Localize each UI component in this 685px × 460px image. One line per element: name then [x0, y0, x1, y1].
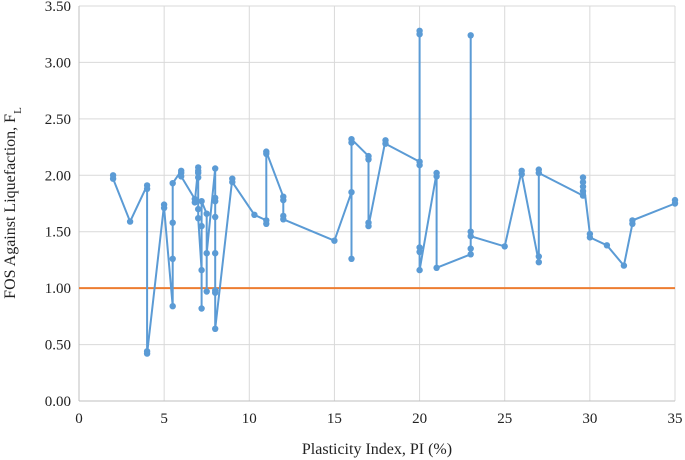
data-point [212, 198, 219, 205]
data-point [251, 211, 258, 218]
y-axis-label: FOS Against Liquefaction, FL [2, 107, 24, 299]
data-point [467, 251, 474, 258]
data-point [467, 245, 474, 252]
x-tick-label: 35 [668, 411, 683, 427]
x-tick-label: 15 [327, 411, 342, 427]
data-point [109, 175, 117, 182]
y-tick-label: 1.50 [45, 225, 71, 241]
data-point [198, 305, 205, 312]
tick-labels: 0.00 0.50 1.00 1.50 2.00 2.50 3.00 3.50 0 5 10 15 20… [45, 0, 683, 427]
data-point [416, 31, 423, 38]
data-point [501, 243, 508, 250]
data-point [416, 161, 423, 169]
x-axis-label: Plasticity Index, PI (%) [302, 441, 452, 458]
data-point [416, 244, 423, 251]
data-point [203, 210, 210, 217]
data-point [416, 248, 423, 256]
x-tick-label: 20 [412, 411, 427, 427]
data-point [191, 199, 198, 206]
y-tick-label: 2.00 [45, 168, 71, 184]
data-point [263, 148, 270, 155]
data-point [195, 215, 202, 222]
data-point [579, 178, 587, 186]
data-point [535, 259, 542, 266]
data-point [586, 234, 594, 241]
data-point [535, 169, 542, 177]
data-point [160, 204, 168, 212]
y-tick-label: 3.00 [45, 55, 71, 71]
x-tick-label: 10 [242, 411, 257, 427]
data-point [579, 187, 587, 195]
data-point [198, 266, 205, 274]
data-point [143, 350, 151, 357]
data-point [535, 253, 542, 260]
data-point [169, 180, 176, 187]
data-point [198, 198, 205, 205]
y-tick-label: 0.50 [45, 338, 71, 354]
data-point [280, 196, 287, 204]
data-point [433, 264, 440, 271]
data-point [467, 228, 474, 235]
y-tick-label: 1.00 [45, 281, 71, 297]
data-point [416, 266, 423, 274]
data-point [382, 140, 389, 147]
data-point [348, 255, 355, 262]
x-tick-label: 30 [582, 411, 597, 427]
data-point [579, 183, 587, 190]
data-point [212, 165, 219, 172]
data-point [198, 222, 205, 230]
data-point [203, 288, 210, 295]
y-tick-label: 2.50 [45, 112, 71, 128]
data-point [365, 222, 372, 230]
y-tick-label: 0.00 [45, 394, 71, 410]
data-point [518, 171, 525, 178]
data-point [212, 213, 219, 221]
data-point [603, 242, 611, 249]
y-axis-label-main: FOS Against Liquefaction, F [2, 114, 19, 299]
y-tick-label: 3.50 [45, 0, 71, 15]
data-point [629, 217, 636, 224]
data-point [620, 262, 628, 269]
data-point [126, 218, 134, 225]
y-axis-label-subscript: L [12, 107, 24, 114]
data-point [195, 205, 202, 213]
data-point [229, 178, 236, 186]
data-point [348, 136, 355, 143]
data-point [212, 289, 219, 296]
data-point [365, 156, 372, 163]
x-tick-label: 0 [75, 411, 83, 427]
data-point [467, 233, 474, 240]
data-point [331, 237, 338, 244]
data-point [169, 219, 176, 226]
data-point [169, 255, 176, 262]
data-point [195, 169, 202, 177]
series-line [112, 29, 676, 355]
x-tick-label: 5 [160, 411, 168, 427]
axes [78, 6, 675, 402]
series-group [109, 27, 679, 357]
data-point [579, 192, 587, 199]
data-point [212, 250, 219, 257]
data-point [433, 173, 440, 180]
data-point [579, 174, 587, 181]
data-point [169, 303, 176, 310]
data-point [195, 174, 202, 181]
data-point [212, 325, 219, 332]
data-point [203, 250, 210, 257]
data-point [143, 185, 151, 192]
data-point [280, 216, 287, 223]
data-point [263, 220, 270, 227]
data-point [467, 32, 474, 39]
x-tick-label: 25 [497, 411, 512, 427]
data-point [671, 196, 679, 204]
data-point [348, 189, 355, 196]
data-point [178, 173, 185, 180]
